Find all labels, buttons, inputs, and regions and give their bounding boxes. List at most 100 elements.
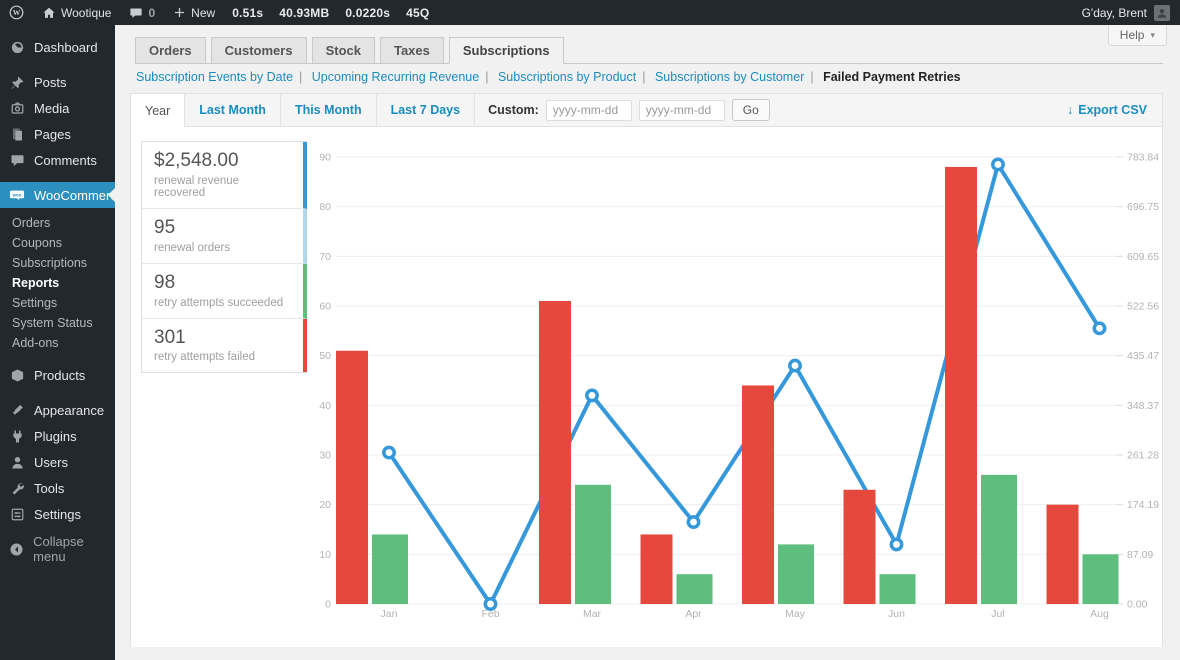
tab-stock[interactable]: Stock — [311, 37, 375, 64]
go-button[interactable]: Go — [731, 99, 770, 121]
sidebar-item-pages[interactable]: Pages — [0, 121, 115, 147]
bar-retry_attempts_succeeded[interactable] — [575, 484, 611, 604]
line-point-Jul[interactable] — [991, 157, 1005, 172]
new-content-button[interactable]: New — [164, 0, 224, 25]
submenu-item-reports[interactable]: Reports — [12, 276, 60, 290]
wordpress-menu[interactable]: W — [0, 0, 33, 25]
bar-retry_attempts_succeeded[interactable] — [1082, 554, 1119, 604]
bar-retry_attempts_failed[interactable] — [640, 534, 673, 604]
tab-taxes[interactable]: Taxes — [379, 37, 444, 64]
svg-text:woo: woo — [12, 192, 22, 197]
subnav-upcoming-recurring-revenue[interactable]: Upcoming Recurring Revenue — [311, 70, 480, 84]
report-panel: Year Last Month This Month Last 7 Days C… — [130, 93, 1163, 647]
line-point-Mar[interactable] — [585, 388, 599, 403]
new-label: New — [191, 5, 216, 20]
home-icon — [43, 7, 55, 18]
line-point-Feb[interactable] — [483, 597, 498, 611]
bar-retry_attempts_failed[interactable] — [742, 385, 774, 604]
range-year[interactable]: Year — [131, 94, 186, 127]
bar-retry_attempts_failed[interactable] — [843, 489, 876, 604]
stat-query-time: 0.0220s — [345, 5, 391, 20]
subnav-events-by-date[interactable]: Subscription Events by Date — [136, 70, 294, 84]
right-axis-label: 348.37 — [1127, 400, 1159, 412]
collapse-menu-button[interactable]: Collapse menu — [0, 534, 115, 564]
sidebar-item-label: Pages — [34, 126, 71, 142]
sidebar-item-media[interactable]: Media — [0, 95, 115, 121]
dashboard-icon — [9, 40, 25, 55]
card-value: 95 — [154, 216, 176, 238]
bar-retry_attempts_succeeded[interactable] — [676, 574, 713, 604]
svg-text:W: W — [13, 8, 21, 17]
site-name-link[interactable]: Wootique — [33, 0, 120, 25]
sidebar-item-settings[interactable]: Settings — [0, 501, 115, 527]
help-button[interactable]: Help ▾ — [1107, 25, 1167, 46]
date-from-input[interactable] — [545, 99, 632, 121]
subnav-subscriptions-by-product[interactable]: Subscriptions by Product — [497, 70, 637, 84]
report-subnav: Subscription Events by Date | Upcoming Re… — [136, 70, 961, 84]
right-axis-label: 522.56 — [1127, 301, 1159, 313]
line-point-Jun[interactable] — [889, 537, 904, 552]
line-point-Apr[interactable] — [686, 515, 701, 530]
export-csv-label: Export CSV — [1078, 103, 1147, 117]
submenu-item-orders[interactable]: Orders — [12, 216, 51, 230]
sidebar-item-users[interactable]: Users — [0, 449, 115, 475]
line-point-Jan[interactable] — [382, 445, 396, 460]
card-retry-attempts-succeeded: 98 retry attempts succeeded — [142, 263, 307, 319]
export-csv-button[interactable]: ↓ Export CSV — [1067, 94, 1162, 126]
tab-subscriptions[interactable]: Subscriptions — [448, 37, 564, 64]
bar-retry_attempts_succeeded[interactable] — [981, 474, 1017, 604]
range-last-month[interactable]: Last Month — [185, 94, 281, 126]
chart-area: 0 0.00 10 87.09 20 174.19 30 261.28 40 348.37 50 43… — [314, 136, 1164, 646]
submenu-item-add-ons[interactable]: Add-ons — [12, 336, 59, 350]
bar-retry_attempts_failed[interactable] — [336, 350, 368, 604]
x-axis-label: May — [785, 608, 806, 620]
sidebar-item-appearance[interactable]: Appearance — [0, 397, 115, 423]
sidebar-item-products[interactable]: Products — [0, 362, 115, 388]
sidebar-item-posts[interactable]: Posts — [0, 69, 115, 95]
comments-bubble[interactable]: 0 — [120, 0, 164, 25]
sidebar-item-woocommerce[interactable]: woo WooCommerce — [0, 182, 124, 208]
report-chart: 0 0.00 10 87.09 20 174.19 30 261.28 40 348.37 50 43… — [319, 152, 1159, 621]
bar-retry_attempts_failed[interactable] — [539, 301, 571, 604]
tab-orders[interactable]: Orders — [135, 37, 206, 64]
wordpress-logo-icon: W — [9, 5, 24, 20]
submenu-item-settings[interactable]: Settings — [12, 296, 58, 310]
range-this-month[interactable]: This Month — [281, 94, 377, 126]
date-filter-bar: Year Last Month This Month Last 7 Days C… — [131, 94, 1162, 127]
x-axis-label: Feb — [481, 608, 499, 620]
x-axis-label: Jan — [381, 608, 398, 620]
sidebar-item-tools[interactable]: Tools — [0, 475, 115, 501]
main-content: Help ▾ Orders Customers Stock Taxes Subs… — [115, 25, 1180, 660]
line-point-May[interactable] — [788, 358, 802, 373]
sidebar-item-comments[interactable]: Comments — [0, 147, 115, 173]
range-last-7-days[interactable]: Last 7 Days — [377, 94, 476, 126]
line-point-Aug[interactable] — [1092, 321, 1107, 336]
date-to-input[interactable] — [638, 99, 725, 121]
comments-icon — [9, 153, 25, 168]
bar-retry_attempts_failed[interactable] — [1046, 504, 1079, 604]
submenu-item-system-status[interactable]: System Status — [12, 316, 93, 330]
tab-customers[interactable]: Customers — [210, 37, 307, 64]
submenu-item-coupons[interactable]: Coupons — [12, 236, 63, 250]
chevron-down-icon: ▾ — [1150, 29, 1155, 40]
account-menu[interactable]: G'day, Brent — [1082, 4, 1180, 21]
right-axis-label: 696.75 — [1127, 201, 1159, 213]
sidebar-item-plugins[interactable]: Plugins — [0, 423, 115, 449]
subnav-failed-payment-retries[interactable]: Failed Payment Retries — [823, 70, 961, 84]
sidebar-item-dashboard[interactable]: Dashboard — [0, 34, 115, 60]
bar-retry_attempts_succeeded[interactable] — [778, 544, 814, 604]
right-axis-label: 174.19 — [1127, 499, 1159, 511]
stat-query-count: 45Q — [406, 5, 430, 20]
tools-icon — [9, 481, 25, 496]
comment-count: 0 — [148, 5, 156, 20]
admin-bar: W Wootique 0 New 0.51s 40.93MB 0.0220s 4… — [0, 0, 1180, 25]
bar-retry_attempts_succeeded[interactable] — [372, 534, 408, 604]
left-axis-label: 40 — [319, 400, 331, 412]
subnav-subscriptions-by-customer[interactable]: Subscriptions by Customer — [654, 70, 805, 84]
sidebar-item-label: Tools — [34, 480, 65, 496]
bar-retry_attempts_failed[interactable] — [945, 166, 977, 604]
bar-retry_attempts_succeeded[interactable] — [879, 574, 916, 604]
comment-icon — [130, 7, 143, 18]
card-label: renewal revenue recovered — [154, 174, 240, 199]
submenu-item-subscriptions[interactable]: Subscriptions — [12, 256, 88, 270]
